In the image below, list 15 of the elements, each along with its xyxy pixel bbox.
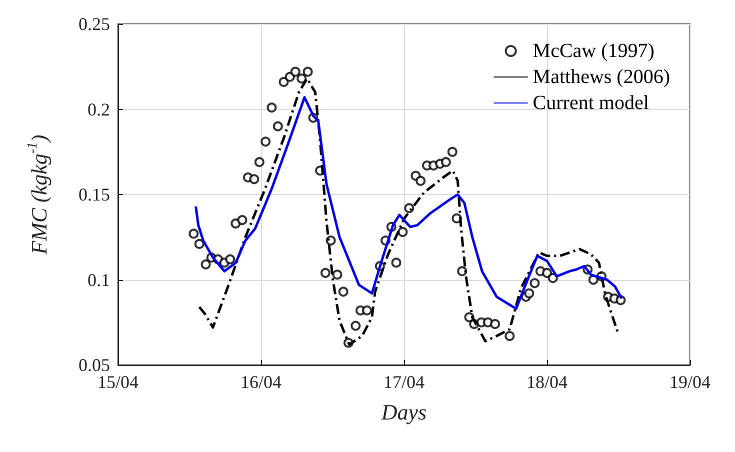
x-tick-label: 15/04: [97, 372, 139, 392]
legend-label: McCaw (1997): [532, 40, 654, 62]
legend-label: Current model: [532, 92, 650, 114]
x-tick-label: 18/04: [526, 372, 568, 392]
y-tick-label: 0.1: [88, 270, 110, 290]
x-tick-label: 16/04: [240, 372, 282, 392]
x-tick-label: 17/04: [383, 372, 425, 392]
legend-label: Matthews (2006): [532, 66, 670, 88]
x-axis-title: Days: [380, 400, 427, 424]
y-tick-label: 0.25: [78, 14, 110, 34]
y-tick-label: 0.15: [78, 184, 110, 204]
x-tick-label: 19/04: [669, 372, 711, 392]
y-tick-label: 0.05: [78, 355, 110, 375]
y-tick-label: 0.2: [88, 99, 110, 120]
y-axis-title: FMC (kgkg-1): [26, 134, 52, 256]
